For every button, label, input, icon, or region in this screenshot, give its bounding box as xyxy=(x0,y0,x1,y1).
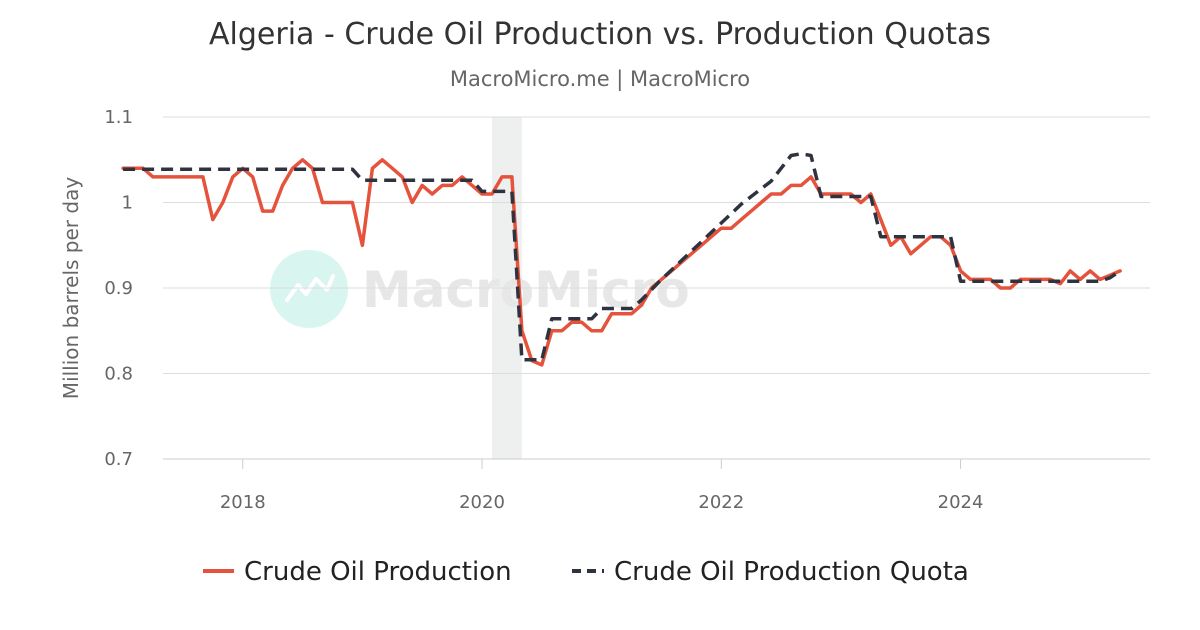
series-line-crude-oil-production xyxy=(121,158,1122,367)
chart-title: Algeria - Crude Oil Production vs. Produ… xyxy=(209,17,991,52)
watermark-text: MacroMicro xyxy=(362,261,690,319)
y-axis-ticks: 0.7 0.8 0.9 1 1.1 xyxy=(104,107,133,470)
y-axis-label: Million barrels per day xyxy=(59,177,83,400)
x-tick-label: 2020 xyxy=(459,492,505,513)
watermark: MacroMicro xyxy=(270,250,690,328)
y-tick-label: 0.8 xyxy=(104,364,133,385)
legend-label-production[interactable]: Crude Oil Production xyxy=(244,557,512,587)
legend: Crude Oil Production Crude Oil Productio… xyxy=(203,557,969,587)
series-line-crude-oil-production-quota xyxy=(123,152,1122,362)
y-tick-label: 0.7 xyxy=(104,449,133,470)
x-tick-label: 2024 xyxy=(938,492,984,513)
x-axis-ticks: 2018 2020 2022 2024 xyxy=(220,459,984,513)
x-tick-label: 2018 xyxy=(220,492,266,513)
y-tick-label: 0.9 xyxy=(104,278,133,299)
chart-subtitle: MacroMicro.me | MacroMicro xyxy=(450,67,750,92)
legend-label-quota[interactable]: Crude Oil Production Quota xyxy=(614,557,969,587)
x-tick-label: 2022 xyxy=(698,492,744,513)
y-tick-label: 1 xyxy=(122,193,133,214)
y-tick-label: 1.1 xyxy=(104,107,133,128)
